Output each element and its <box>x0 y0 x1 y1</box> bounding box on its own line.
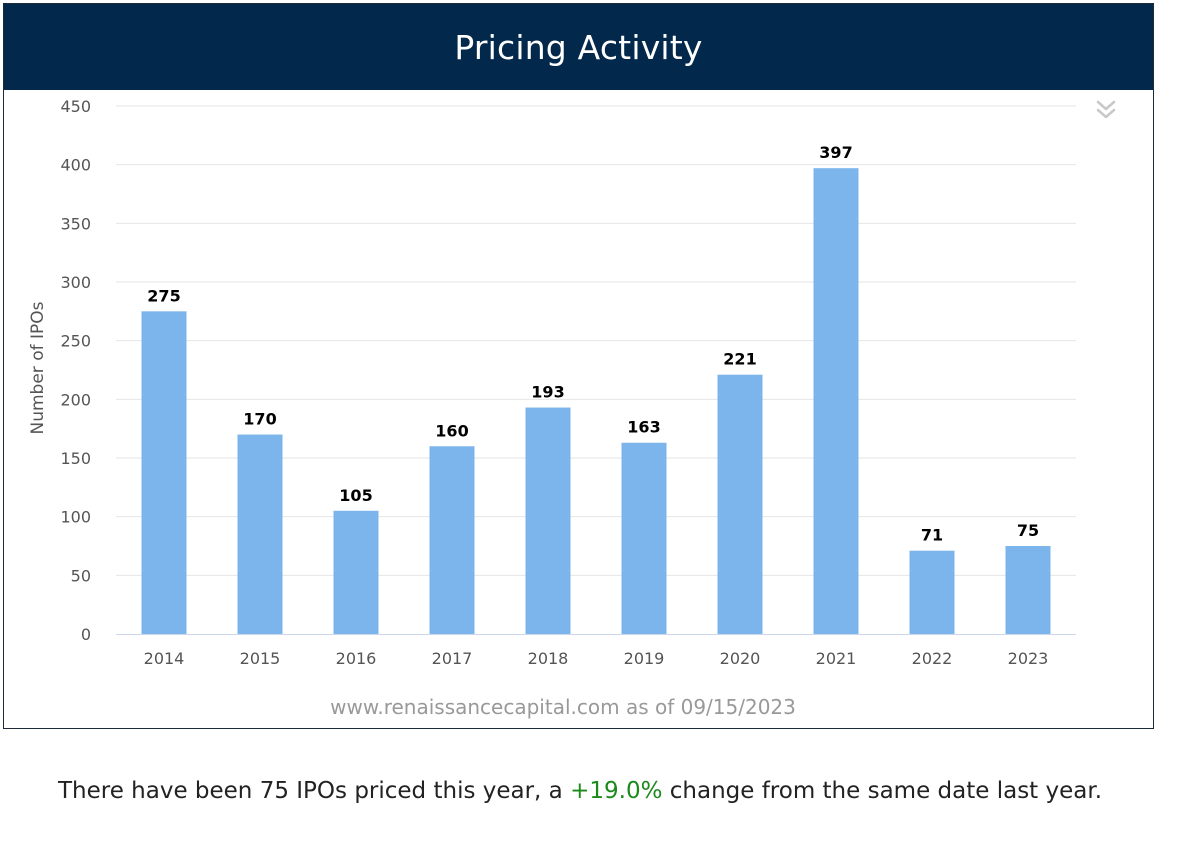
data-label-2019: 163 <box>627 418 660 437</box>
y-tick-label: 450 <box>60 97 91 116</box>
data-label-2021: 397 <box>819 143 852 162</box>
bar-2015 <box>237 434 283 634</box>
data-label-2016: 105 <box>339 486 372 505</box>
y-tick-label: 250 <box>60 332 91 351</box>
bar-2014 <box>141 311 187 634</box>
x-tick-label-2014: 2014 <box>144 649 185 668</box>
data-label-2017: 160 <box>435 421 468 440</box>
data-label-2020: 221 <box>723 350 756 369</box>
data-label-2023: 75 <box>1017 521 1039 540</box>
bar-2016 <box>333 510 379 634</box>
data-label-2014: 275 <box>147 286 180 305</box>
pricing-activity-panel: Pricing Activity <box>3 3 1154 729</box>
y-tick-label: 350 <box>60 214 91 233</box>
summary-text: There have been 75 IPOs priced this year… <box>0 778 1160 804</box>
x-tick-label-2023: 2023 <box>1008 649 1049 668</box>
bar-2018 <box>525 407 571 634</box>
x-tick-label-2016: 2016 <box>336 649 377 668</box>
x-tick-label-2018: 2018 <box>528 649 569 668</box>
summary-suffix: change from the same date last year. <box>662 778 1103 804</box>
data-label-2022: 71 <box>921 526 943 545</box>
summary-prefix: There have been 75 IPOs priced this year… <box>57 778 571 804</box>
x-tick-label-2019: 2019 <box>624 649 665 668</box>
bar-2019 <box>621 442 667 634</box>
y-tick-label: 50 <box>71 566 91 585</box>
y-tick-label: 100 <box>60 508 91 527</box>
y-tick-label: 300 <box>60 273 91 292</box>
bar-2022 <box>909 550 955 634</box>
ipo-bar-chart: 275 170 105 160 193 163 221 397 71 75 0 50 100 150 20… <box>28 97 1076 719</box>
x-tick-label-2021: 2021 <box>816 649 857 668</box>
data-label-2015: 170 <box>243 410 276 429</box>
bar-2023 <box>1005 546 1051 634</box>
y-tick-label: 150 <box>60 449 91 468</box>
x-tick-label-2015: 2015 <box>240 649 281 668</box>
bar-2021 <box>813 168 859 635</box>
summary-change: +19.0% <box>570 778 663 804</box>
y-tick-label: 200 <box>60 390 91 409</box>
data-label-2018: 193 <box>531 383 564 402</box>
x-tick-label-2022: 2022 <box>912 649 953 668</box>
y-axis-title: Number of IPOs <box>28 301 48 434</box>
bar-2020 <box>717 374 763 634</box>
bar-2017 <box>429 446 475 634</box>
source-note: www.renaissancecapital.com as of 09/15/2… <box>330 695 796 719</box>
panel-title: Pricing Activity <box>454 27 703 67</box>
y-tick-label: 400 <box>60 156 91 175</box>
double-chevron-down-icon <box>1096 100 1116 119</box>
x-tick-label-2017: 2017 <box>432 649 473 668</box>
y-tick-label: 0 <box>81 625 91 644</box>
collapse-button[interactable] <box>1092 96 1120 124</box>
x-tick-label-2020: 2020 <box>720 649 761 668</box>
panel-header: Pricing Activity <box>4 4 1153 90</box>
